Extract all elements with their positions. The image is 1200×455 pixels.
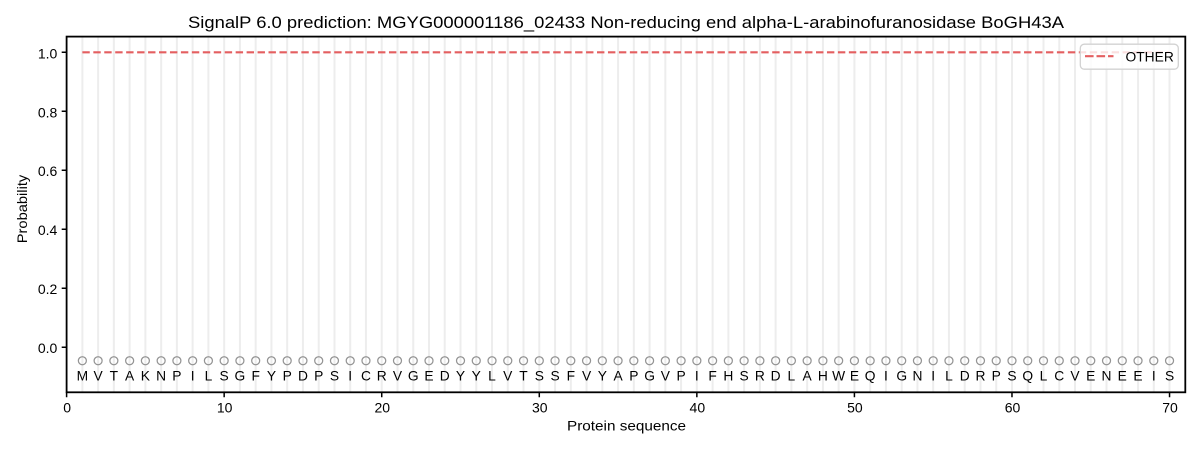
svg-text:V: V — [582, 368, 592, 383]
svg-text:P: P — [676, 368, 685, 383]
svg-text:10: 10 — [217, 399, 233, 415]
svg-text:C: C — [361, 368, 371, 383]
svg-text:Y: Y — [456, 368, 465, 383]
svg-text:G: G — [408, 368, 419, 383]
svg-text:F: F — [708, 368, 716, 383]
svg-text:M: M — [77, 368, 89, 383]
svg-text:0.8: 0.8 — [38, 104, 58, 120]
svg-text:Y: Y — [267, 368, 276, 383]
svg-text:T: T — [519, 368, 528, 383]
svg-text:30: 30 — [532, 399, 548, 415]
svg-text:E: E — [424, 368, 433, 383]
svg-text:P: P — [283, 368, 292, 383]
svg-text:Protein sequence: Protein sequence — [567, 418, 686, 434]
svg-text:A: A — [803, 368, 813, 383]
svg-text:S: S — [330, 368, 339, 383]
svg-text:G: G — [235, 368, 246, 383]
svg-text:0.0: 0.0 — [38, 340, 58, 356]
svg-text:70: 70 — [1162, 399, 1178, 415]
svg-text:S: S — [220, 368, 229, 383]
svg-text:Q: Q — [865, 368, 876, 383]
svg-text:I: I — [191, 368, 195, 383]
svg-text:R: R — [377, 368, 387, 383]
svg-text:N: N — [1102, 368, 1112, 383]
svg-text:R: R — [975, 368, 985, 383]
svg-text:F: F — [567, 368, 575, 383]
svg-text:P: P — [992, 368, 1001, 383]
svg-text:P: P — [629, 368, 638, 383]
svg-text:V: V — [503, 368, 513, 383]
svg-text:0.2: 0.2 — [38, 281, 58, 297]
svg-text:D: D — [298, 368, 308, 383]
svg-text:I: I — [1152, 368, 1156, 383]
svg-text:40: 40 — [690, 399, 706, 415]
svg-text:L: L — [945, 368, 953, 383]
svg-text:E: E — [1086, 368, 1095, 383]
svg-text:S: S — [740, 368, 749, 383]
svg-text:D: D — [960, 368, 970, 383]
svg-text:D: D — [771, 368, 781, 383]
svg-text:E: E — [850, 368, 859, 383]
svg-text:A: A — [125, 368, 135, 383]
svg-text:I: I — [931, 368, 935, 383]
svg-text:Y: Y — [472, 368, 481, 383]
svg-text:Q: Q — [1022, 368, 1033, 383]
svg-text:OTHER: OTHER — [1126, 50, 1174, 65]
svg-text:50: 50 — [847, 399, 863, 415]
svg-text:S: S — [550, 368, 559, 383]
svg-text:V: V — [94, 368, 104, 383]
svg-text:0.6: 0.6 — [38, 163, 58, 179]
svg-text:F: F — [251, 368, 259, 383]
svg-text:K: K — [141, 368, 151, 383]
svg-text:I: I — [884, 368, 888, 383]
svg-text:T: T — [110, 368, 119, 383]
svg-text:V: V — [393, 368, 403, 383]
svg-text:G: G — [896, 368, 907, 383]
svg-text:60: 60 — [1005, 399, 1021, 415]
svg-text:S: S — [1165, 368, 1174, 383]
svg-text:R: R — [755, 368, 765, 383]
svg-text:L: L — [488, 368, 496, 383]
svg-text:N: N — [912, 368, 922, 383]
svg-text:L: L — [788, 368, 796, 383]
svg-text:I: I — [695, 368, 699, 383]
svg-text:H: H — [723, 368, 733, 383]
svg-text:0.4: 0.4 — [38, 222, 58, 238]
svg-text:S: S — [1007, 368, 1016, 383]
svg-text:E: E — [1118, 368, 1127, 383]
svg-text:Y: Y — [598, 368, 607, 383]
svg-text:P: P — [172, 368, 181, 383]
svg-text:D: D — [440, 368, 450, 383]
svg-text:I: I — [348, 368, 352, 383]
svg-text:C: C — [1054, 368, 1064, 383]
svg-text:P: P — [314, 368, 323, 383]
svg-text:SignalP 6.0 prediction: MGYG00: SignalP 6.0 prediction: MGYG000001186_02… — [188, 14, 1064, 32]
svg-text:L: L — [1040, 368, 1048, 383]
svg-text:Probability: Probability — [14, 175, 30, 244]
svg-text:V: V — [661, 368, 671, 383]
svg-text:1.0: 1.0 — [38, 45, 58, 61]
svg-text:H: H — [818, 368, 828, 383]
svg-text:L: L — [205, 368, 213, 383]
svg-text:A: A — [613, 368, 623, 383]
svg-text:W: W — [832, 368, 845, 383]
svg-text:N: N — [156, 368, 166, 383]
svg-text:20: 20 — [374, 399, 390, 415]
svg-text:0: 0 — [63, 399, 71, 415]
svg-text:V: V — [1070, 368, 1080, 383]
svg-text:S: S — [535, 368, 544, 383]
svg-text:G: G — [644, 368, 655, 383]
svg-text:E: E — [1133, 368, 1142, 383]
